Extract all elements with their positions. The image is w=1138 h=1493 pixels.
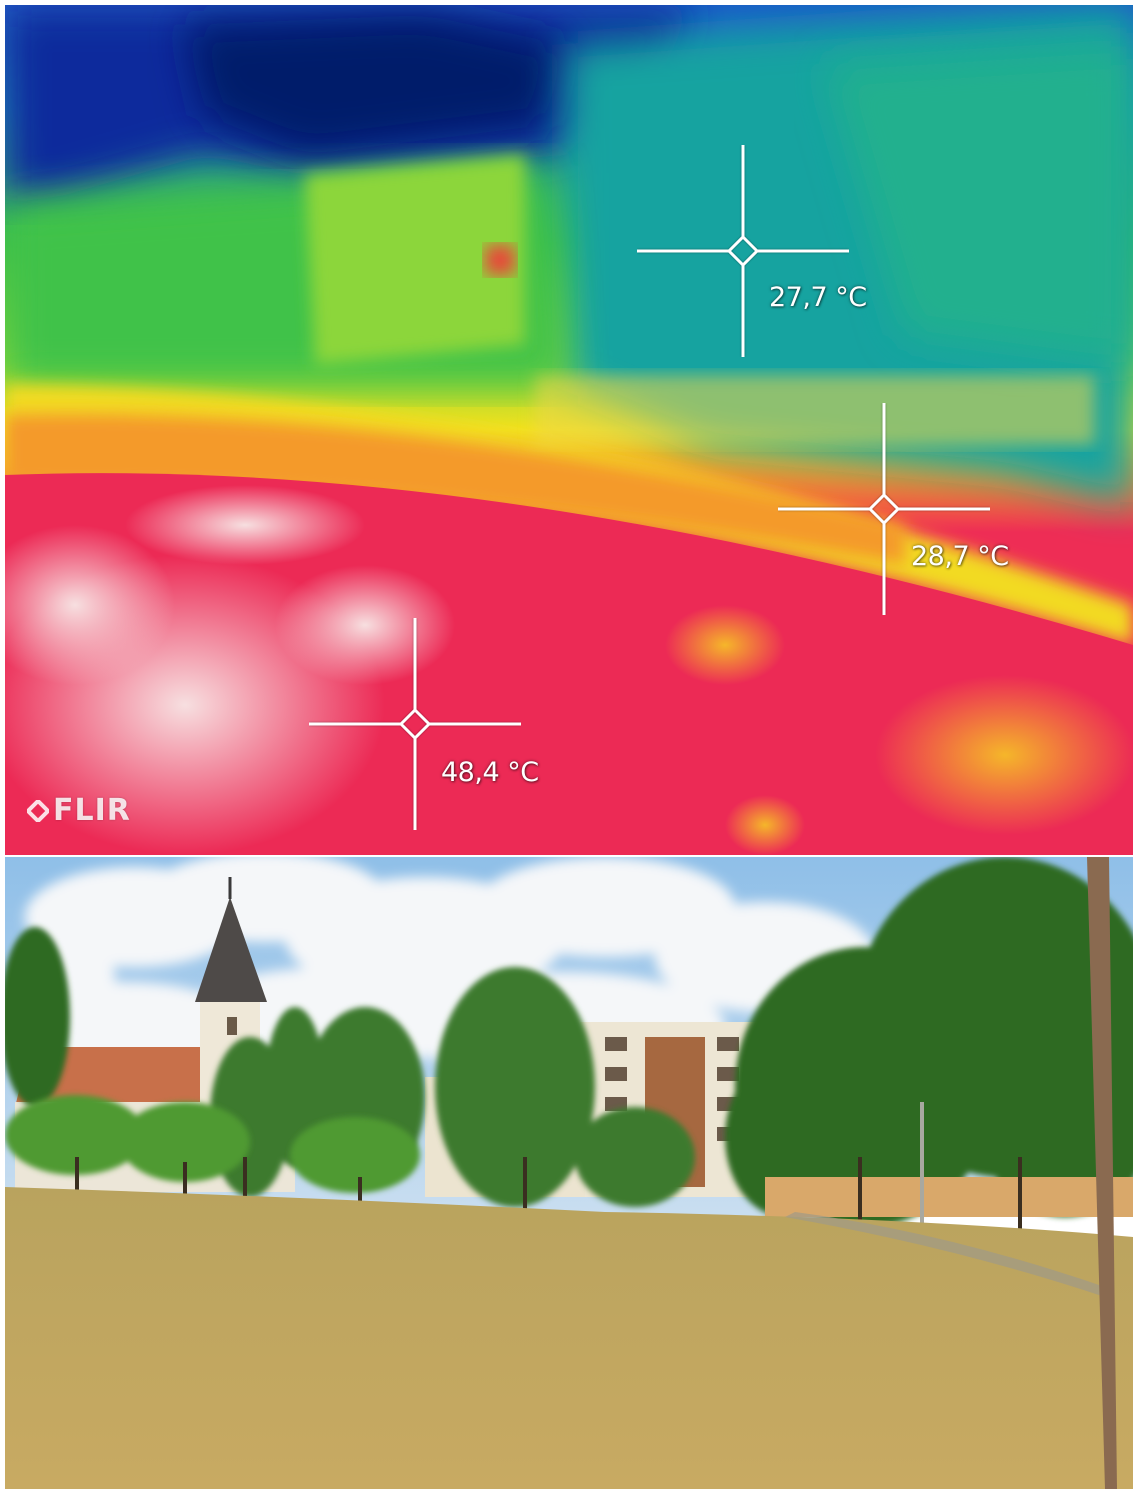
tree-trunk — [1087, 857, 1117, 1489]
church-roof — [15, 1047, 220, 1107]
temperature-reading-3: 48,4 °C — [441, 757, 539, 788]
visible-light-photo — [5, 857, 1133, 1489]
thermal-background — [5, 5, 1133, 855]
flir-logo-icon — [27, 799, 49, 822]
temperature-reading-2: 28,7 °C — [911, 541, 1009, 572]
flir-logo: FLIR — [27, 793, 131, 828]
round-trees — [5, 1095, 420, 1193]
thermal-image: 27,7 °C 28,7 °C 48,4 °C FLIR — [5, 5, 1133, 855]
large-trees — [5, 857, 1133, 1227]
park-scene — [5, 857, 1133, 1489]
crosshair-marker-1 — [637, 145, 849, 357]
temperature-reading-1: 27,7 °C — [769, 282, 867, 313]
lawn — [5, 1187, 1133, 1489]
crosshair-marker-3 — [309, 618, 521, 830]
flir-logo-text: FLIR — [53, 793, 131, 828]
crosshair-marker-2 — [778, 403, 990, 615]
